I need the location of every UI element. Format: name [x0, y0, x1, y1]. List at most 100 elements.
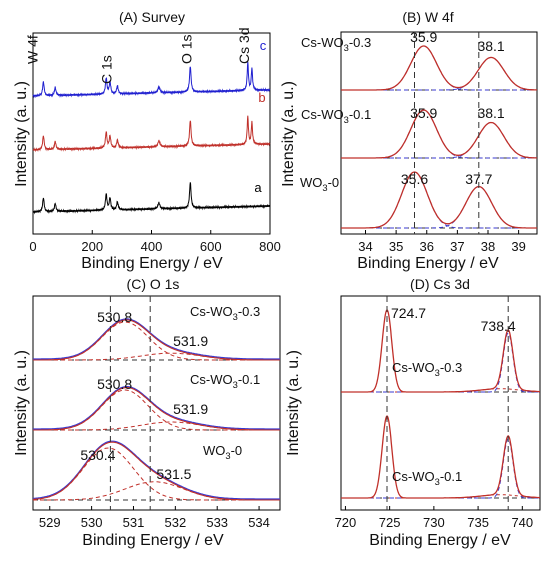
sample-name: Cs-WO — [392, 360, 435, 375]
x-tick-label: 534 — [248, 515, 270, 530]
x-tick-label: 720 — [335, 515, 357, 530]
trace-label: c — [260, 38, 267, 53]
spectrum-envelope — [341, 309, 540, 393]
x-tick-label: 38 — [481, 239, 495, 254]
x-axis-label: Binding Energy / eV — [369, 532, 511, 549]
x-tick-label: 34 — [358, 239, 372, 254]
sample-name: WO — [203, 443, 225, 458]
x-tick-label: 36 — [420, 239, 434, 254]
fit-component — [341, 186, 537, 229]
x-tick-label: 37 — [450, 239, 464, 254]
spectrum-fit — [33, 319, 280, 361]
peak-label: O 1s — [178, 34, 194, 64]
sample-label: Cs-WO3-0.3 — [190, 304, 260, 322]
peak-value: 531.9 — [173, 401, 208, 417]
peak-value: 37.7 — [465, 171, 492, 187]
x-tick-label: 39 — [511, 239, 525, 254]
trace-label: b — [258, 90, 265, 105]
sample-label: Cs-WO3-0.3 — [301, 35, 371, 53]
panel-title: (D) Cs 3d — [410, 276, 470, 292]
x-tick-label: 0 — [29, 239, 36, 254]
x-tick-label: 740 — [511, 515, 533, 530]
panel-title: (C) O 1s — [127, 276, 180, 292]
x-axis-label: Binding Energy / eV — [82, 532, 224, 549]
plot-frame — [32, 32, 271, 235]
fit-component — [341, 122, 537, 159]
peak-value: 724.7 — [391, 305, 426, 321]
fit-component — [32, 447, 280, 501]
sample-name: Cs-WO — [301, 35, 344, 50]
peak-value: 531.9 — [173, 333, 208, 349]
sample-label: Cs-WO3-0.1 — [190, 372, 260, 390]
sample-suffix: -0 — [328, 175, 340, 190]
x-axis-label: Binding Energy / eV — [357, 255, 499, 272]
peak-label: C 1s — [98, 55, 114, 84]
x-axis-label: Binding Energy / eV — [81, 255, 223, 272]
y-axis-label: Intensity (a. u.) — [13, 81, 30, 187]
x-tick-label: 400 — [141, 239, 163, 254]
sample-name: Cs-WO — [190, 304, 233, 319]
subscript: 3 — [344, 115, 349, 125]
sample-suffix: -0.1 — [440, 469, 462, 484]
subscript: 3 — [435, 477, 440, 487]
spectrum-envelope — [341, 45, 537, 91]
spectrum-envelope — [341, 109, 537, 159]
x-tick-label: 530 — [81, 515, 103, 530]
subscript: 3 — [233, 380, 238, 390]
x-tick-label: 725 — [379, 515, 401, 530]
panel-title: (A) Survey — [119, 9, 185, 25]
survey-trace-c — [32, 61, 271, 99]
sample-name: Cs-WO — [190, 372, 233, 387]
peak-label: Cs 3d — [236, 27, 252, 64]
peak-value: 530.8 — [97, 309, 132, 325]
survey-trace-b — [32, 115, 271, 153]
x-tick-label: 529 — [39, 515, 61, 530]
subscript: 3 — [322, 183, 327, 193]
x-tick-label: 735 — [467, 515, 489, 530]
peak-value: 35.9 — [410, 105, 437, 121]
spectrum-fit — [33, 387, 280, 431]
peak-value: 35.9 — [410, 29, 437, 45]
sample-label: Cs-WO3-0.1 — [392, 469, 462, 487]
subscript: 3 — [233, 312, 238, 322]
fit-component — [33, 389, 280, 431]
sample-suffix: -0.3 — [440, 360, 462, 375]
x-tick-label: 531 — [123, 515, 145, 530]
spectrum-envelope — [341, 171, 537, 229]
spectrum-envelope — [33, 386, 280, 430]
peak-value: 35.6 — [401, 171, 428, 187]
sample-label: Cs-WO3-0.1 — [301, 107, 371, 125]
sample-name: Cs-WO — [301, 107, 344, 122]
spectrum-envelope — [341, 415, 540, 499]
spectrum-envelope — [33, 318, 280, 360]
panel-title: (B) W 4f — [402, 9, 453, 25]
spectrum-envelope — [32, 440, 280, 500]
fit-component — [341, 57, 537, 91]
sample-suffix: -0.3 — [238, 304, 260, 319]
sample-suffix: -0.3 — [349, 35, 371, 50]
y-axis-label: Intensity (a. u.) — [285, 350, 302, 456]
x-tick-label: 600 — [200, 239, 222, 254]
plot-frame — [340, 295, 541, 511]
peak-value: 530.4 — [80, 447, 115, 463]
sample-label: WO3-0 — [203, 443, 242, 461]
x-tick-label: 730 — [423, 515, 445, 530]
x-tick-label: 533 — [206, 515, 228, 530]
peak-value: 530.8 — [97, 376, 132, 392]
peak-label: W 4f — [24, 35, 40, 64]
subscript: 3 — [344, 43, 349, 53]
peak-value: 38.1 — [477, 38, 504, 54]
sample-label: WO3-0 — [300, 175, 339, 193]
plot-frame — [32, 295, 281, 511]
x-tick-label: 200 — [81, 239, 103, 254]
y-axis-label: Intensity (a. u.) — [280, 81, 297, 187]
sample-suffix: -0.1 — [349, 107, 371, 122]
sample-suffix: -0 — [231, 443, 243, 458]
peak-value: 531.5 — [156, 466, 191, 482]
fit-component — [341, 171, 537, 229]
x-tick-label: 800 — [259, 239, 281, 254]
x-tick-label: 35 — [389, 239, 403, 254]
y-axis-label: Intensity (a. u.) — [13, 350, 30, 456]
survey-trace-a — [32, 182, 271, 215]
